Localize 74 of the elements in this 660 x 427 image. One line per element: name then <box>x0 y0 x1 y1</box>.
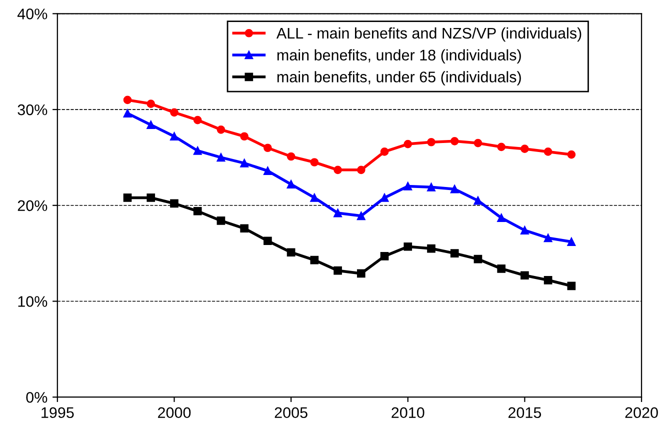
point <box>240 224 248 233</box>
point <box>146 100 156 108</box>
point <box>310 194 319 202</box>
point <box>193 146 202 155</box>
point <box>544 276 552 284</box>
point <box>170 199 178 208</box>
point <box>520 226 529 234</box>
point <box>450 184 459 194</box>
point <box>380 194 389 202</box>
point <box>356 269 366 278</box>
x-tick-label: 2015 <box>508 407 542 418</box>
point <box>450 136 459 146</box>
point <box>544 234 552 242</box>
point <box>567 150 576 159</box>
point <box>264 166 272 176</box>
point <box>286 180 296 188</box>
point <box>404 140 412 148</box>
point <box>567 238 576 246</box>
point <box>356 212 366 220</box>
x-tick-label: 1995 <box>42 407 74 418</box>
point <box>146 194 156 202</box>
point <box>497 142 506 152</box>
y-tick-label: 0% <box>26 392 48 403</box>
point <box>310 158 319 166</box>
point <box>286 248 296 257</box>
x-tick-label: 2005 <box>274 407 308 418</box>
point <box>567 282 576 290</box>
y-tick-label: 10% <box>18 296 48 307</box>
point <box>427 138 436 146</box>
point <box>216 153 226 162</box>
point <box>497 264 506 273</box>
point <box>404 182 412 190</box>
point <box>286 152 296 161</box>
point <box>170 132 178 141</box>
point <box>240 159 248 168</box>
point <box>123 109 132 118</box>
point <box>380 148 389 156</box>
point <box>474 138 482 148</box>
x-tick-label: 2020 <box>625 407 658 418</box>
point <box>474 196 482 205</box>
point <box>497 214 506 222</box>
point <box>123 194 132 202</box>
point <box>240 132 248 141</box>
point <box>427 244 436 253</box>
point <box>544 148 552 156</box>
point <box>334 208 342 218</box>
point <box>310 256 319 264</box>
y-tick-label: 40% <box>17 8 48 20</box>
point <box>520 144 529 153</box>
point <box>264 144 272 152</box>
point <box>146 120 156 130</box>
legend-label: main benefits, under 65 (individuals) <box>277 71 521 86</box>
x-tick-label: 2010 <box>392 407 424 418</box>
point <box>170 108 178 117</box>
point <box>123 96 132 104</box>
point <box>264 236 272 246</box>
point <box>520 271 529 280</box>
legend-label: ALL - main benefits and NZS/VP (individuals) <box>276 27 582 42</box>
x-tick-label: 2000 <box>158 407 191 418</box>
point <box>216 125 226 134</box>
legend-label: main benefits, under 18 (individuals) <box>277 49 521 64</box>
point <box>450 249 459 258</box>
point <box>193 116 202 124</box>
point <box>380 252 389 260</box>
y-tick-label: 20% <box>18 200 48 212</box>
point <box>427 183 436 192</box>
point <box>193 206 202 216</box>
y-tick-label: 30% <box>18 104 48 116</box>
point <box>474 254 482 264</box>
point <box>216 216 226 225</box>
point <box>356 166 366 174</box>
point <box>334 266 342 275</box>
point <box>334 166 342 174</box>
point <box>404 242 412 251</box>
